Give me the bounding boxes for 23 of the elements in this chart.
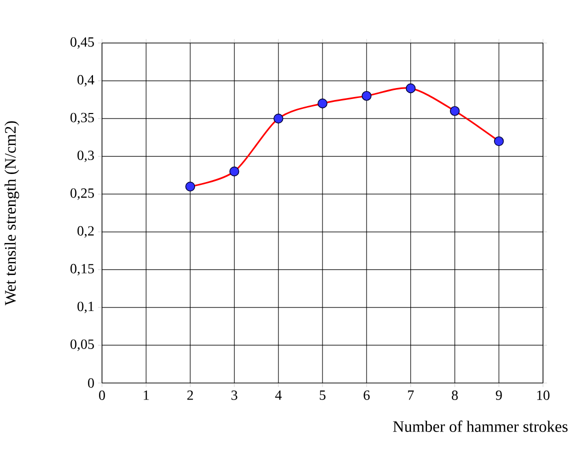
y-tick-label: 0,4 [78,75,94,86]
y-tick-label: 0,35 [70,112,94,124]
x-tick-label: 6 [364,390,370,400]
x-tick-label: 9 [496,390,502,400]
y-tick-label: 0,3 [78,150,94,162]
y-tick-label: 0,25 [70,188,94,200]
y-tick-label: 0,05 [70,339,94,351]
x-tick-label: 3 [231,390,238,400]
x-tick-label: 8 [452,390,458,400]
y-tick-label: 0,2 [78,226,94,238]
x-tick-label: 2 [187,390,193,400]
x-tick-label: 10 [537,390,550,400]
y-tick-label: 0 [88,378,94,388]
y-tick-label: 0,1 [78,302,94,314]
x-tick-label: 5 [320,390,326,400]
x-tick-label: 0 [99,390,105,400]
y-tick-label: 0,45 [70,37,94,49]
y-tick-label: 0,15 [70,264,94,276]
x-tick-label: 4 [275,390,282,400]
x-tick-label: 1 [144,390,149,400]
x-tick-label: 7 [408,390,414,400]
x-axis-title: Number of hammer strokes [393,420,568,432]
y-axis-title: Wet tensile strength (N/cm2) [4,121,20,306]
